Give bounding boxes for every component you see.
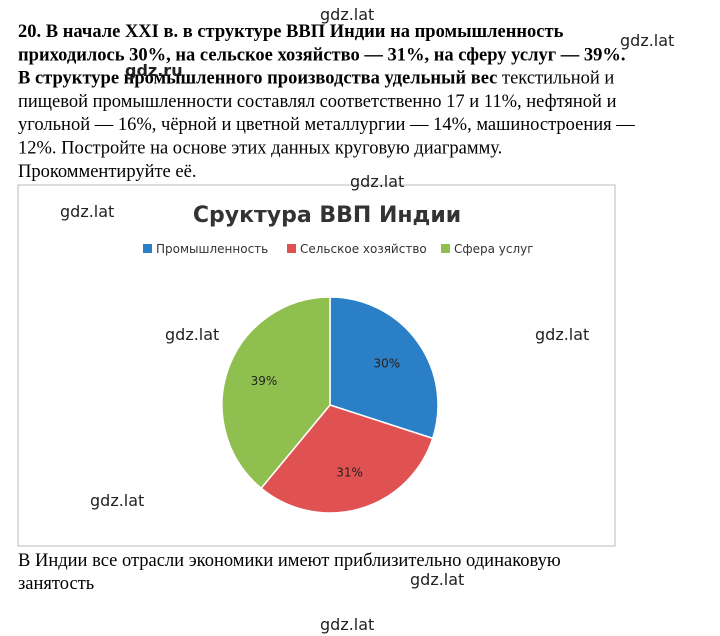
legend-label: Сельское хозяйство	[300, 242, 427, 256]
watermark: gdz.lat	[410, 570, 464, 589]
watermark: gdz.lat	[320, 615, 374, 634]
watermark: gdz.lat	[535, 325, 589, 344]
legend-swatch	[287, 244, 296, 253]
watermark: gdz.lat	[350, 172, 404, 191]
pie-slice	[221, 296, 331, 490]
problem-line: Прокомментируйте её.	[18, 162, 196, 182]
problem-text: Прокомментируйте её.	[18, 162, 196, 182]
chart-title: Сруктура ВВП Индии	[193, 203, 461, 228]
watermark: gdz.lat	[60, 202, 114, 221]
legend-label: Сфера услуг	[454, 242, 534, 256]
answer-line: занятость	[18, 574, 94, 594]
legend-swatch	[143, 244, 152, 253]
watermark: gdz.lat	[165, 325, 219, 344]
slice-label: 30%	[373, 357, 400, 371]
watermark: gdz.ru	[125, 61, 183, 80]
problem-text: пищевой промышленности составлял соответ…	[18, 92, 617, 112]
watermark: gdz.lat	[320, 5, 374, 24]
problem-line: 20. В начале XXI в. в структуре ВВП Инди…	[18, 22, 564, 42]
problem-line: угольной — 16%, чёрной и цветной металлу…	[18, 115, 635, 135]
problem-text: угольной — 16%, чёрной и цветной металлу…	[18, 115, 635, 135]
problem-text: текстильной и	[497, 69, 614, 89]
watermark: gdz.lat	[90, 491, 144, 510]
problem-line: В структуре промышленного производства у…	[18, 69, 614, 89]
problem-line: пищевой промышленности составлял соответ…	[18, 92, 617, 112]
watermark: gdz.lat	[620, 31, 674, 50]
problem-line: 12%. Постройте на основе этих данных кру…	[18, 139, 502, 159]
pie-slice	[260, 404, 434, 514]
problem-text: 20. В начале XXI в. в структуре ВВП Инди…	[18, 22, 564, 42]
problem-line: приходилось 30%, на сельское хозяйство —…	[18, 45, 625, 65]
problem-text: В структуре промышленного производства у…	[18, 69, 497, 89]
legend-label: Промышленность	[156, 242, 268, 256]
problem-text: приходилось 30%, на сельское хозяйство —…	[18, 45, 625, 65]
answer-line: В Индии все отрасли экономики имеют приб…	[18, 551, 561, 571]
legend-swatch	[441, 244, 450, 253]
slice-label: 31%	[336, 465, 363, 479]
slice-label: 39%	[251, 374, 278, 388]
chart: Сруктура ВВП Индии Промышленность Сельское…	[143, 203, 534, 514]
problem-text: 12%. Постройте на основе этих данных кру…	[18, 139, 502, 159]
pie-slice	[329, 296, 439, 440]
